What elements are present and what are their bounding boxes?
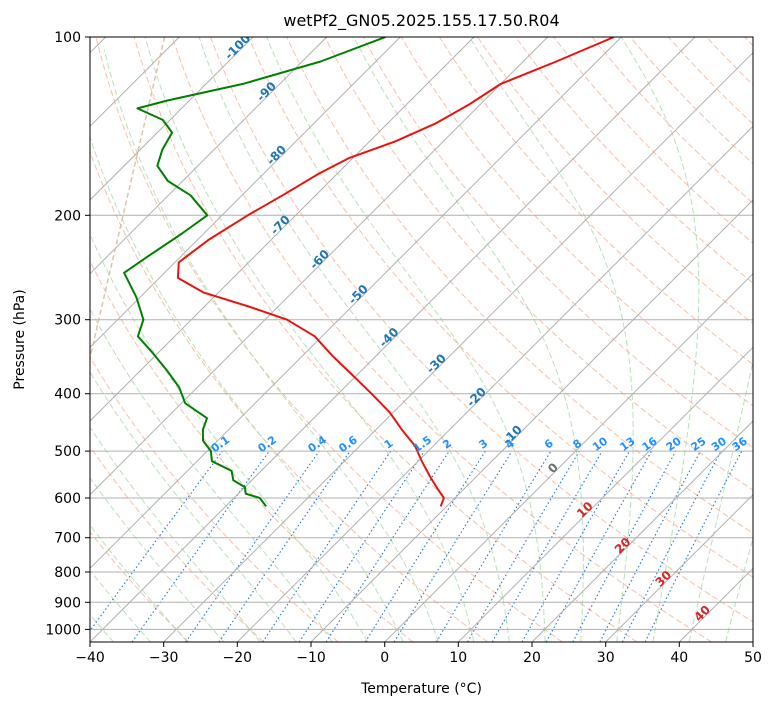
mixing-ratio-line: [131, 450, 270, 642]
lcl-line: [90, 37, 166, 361]
dry-adiabat-line: [400, 37, 753, 407]
x-axis-label: Temperature (°C): [360, 681, 482, 697]
moist-adiabat-line: [198, 37, 510, 642]
x-tick-label: −10: [296, 650, 326, 666]
dry-adiabat-line: [629, 37, 753, 165]
plot-frame: [89, 36, 754, 643]
isotherm-gridline: [457, 346, 753, 642]
mixing-ratio-line: [644, 450, 743, 642]
x-tick-label: 50: [744, 650, 762, 666]
mixing-ratio-line: [262, 450, 392, 642]
x-tick-label: 0: [380, 650, 389, 666]
isotherm-gridline: [384, 272, 753, 642]
mixing-ratio-line: [572, 450, 677, 642]
dry-adiabat-line: [553, 37, 753, 244]
y-axis-ticks: 100 200 300 400 500 600 700 800 900 1000: [45, 30, 90, 638]
moist-adiabat-line: [103, 49, 439, 642]
isotherm-gridline: [90, 37, 475, 422]
dry-adiabat-line: [210, 37, 753, 623]
dry-adiabat-line: [438, 37, 753, 366]
mixing-ratio-line: [545, 450, 653, 642]
moist-adiabat-line: [90, 232, 369, 642]
moist-adiabat-line: [90, 476, 225, 642]
y-tick-label: 1000: [45, 622, 81, 638]
moist-adiabat-line: [90, 524, 188, 642]
moist-adiabat-line: [266, 37, 546, 642]
y-tick-label: 800: [54, 565, 81, 581]
y-tick-label: 100: [54, 30, 81, 46]
isotherm-gridline: [90, 37, 549, 496]
isotherm-gridline: [310, 199, 753, 642]
mixing-ratio-line: [90, 450, 223, 632]
dry-adiabat-line: [591, 37, 753, 204]
moist-adiabat-line: [90, 569, 151, 642]
pressure-gridlines: [90, 37, 753, 630]
dry-adiabats: [90, 37, 753, 642]
y-axis-label: Pressure (hPa): [12, 289, 28, 389]
x-tick-label: 30: [597, 650, 615, 666]
isotherm-gridline: [90, 37, 328, 275]
dry-adiabat-line: [286, 37, 753, 534]
mixing-ratio-line: [325, 450, 450, 642]
isotherm-gridline: [605, 493, 753, 642]
moist-adiabat-line: [90, 135, 404, 642]
y-tick-label: 200: [54, 208, 81, 224]
isotherm-gridlines: [90, 37, 753, 642]
x-tick-label: −20: [223, 650, 253, 666]
mixing-ratio-line: [298, 450, 425, 642]
dry-adiabat-line: [133, 37, 638, 642]
plot-area-background: [90, 37, 753, 642]
mixing-ratio-lines: [90, 450, 743, 642]
dry-adiabat-line: [324, 37, 753, 491]
y-tick-label: 600: [54, 491, 81, 507]
isotherm-gridline: [90, 37, 254, 201]
x-tick-label: 20: [523, 650, 541, 666]
dry-adiabat-line: [248, 37, 753, 578]
isotherm-gridline: [90, 37, 401, 349]
x-tick-label: −30: [149, 650, 179, 666]
mixing-ratio-line: [218, 450, 351, 642]
dry-adiabat-line: [90, 356, 339, 642]
dry-adiabat-line: [515, 37, 753, 284]
y-tick-label: 300: [54, 313, 81, 329]
moist-adiabat-line: [90, 426, 261, 642]
chart-title: wetPf2_GN05.2025.155.17.50.R04: [283, 11, 559, 31]
isotherm-gridline: [163, 51, 753, 642]
moist-adiabats: [90, 37, 753, 642]
dry-adiabat-line: [90, 150, 488, 642]
y-tick-label: 400: [54, 387, 81, 403]
profile-series: [123, 37, 615, 507]
dry-adiabat-line: [90, 531, 190, 642]
x-tick-label: 40: [670, 650, 688, 666]
moist-adiabat-line: [688, 358, 753, 642]
mixing-ratio-line: [185, 450, 320, 642]
temperature-profile-line: [176, 37, 615, 507]
moist-adiabat-line: [144, 37, 475, 642]
dry-adiabat-line: [90, 259, 414, 642]
x-tick-label: 10: [449, 650, 467, 666]
x-tick-label: −40: [75, 650, 105, 666]
x-axis-ticks: −40 −30 −20 −10 0 10 20 30 40 50: [75, 642, 762, 666]
y-tick-label: 500: [54, 444, 81, 460]
y-tick-label: 700: [54, 531, 81, 547]
dry-adiabat-line: [95, 37, 563, 642]
dewpoint-profile-line: [123, 37, 386, 507]
lcl-curve: [90, 37, 166, 361]
isotherm-gridline: [236, 125, 753, 642]
isotherm-gridline: [90, 37, 696, 642]
y-tick-label: 900: [54, 595, 81, 611]
isotherm-gridline: [752, 641, 753, 642]
dry-adiabat-line: [477, 37, 753, 325]
mixing-ratio-line: [521, 450, 630, 642]
isotherm-gridline: [531, 420, 753, 642]
moist-adiabat-line: [353, 37, 584, 642]
moist-adiabat-line: [620, 37, 700, 642]
mixing-ratio-line: [393, 450, 513, 642]
